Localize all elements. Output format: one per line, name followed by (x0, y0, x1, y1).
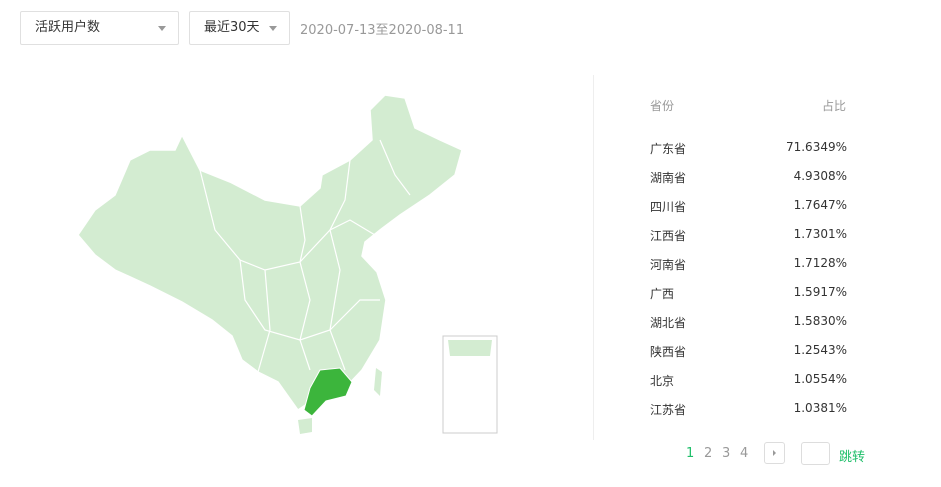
map-region-taiwan[interactable] (374, 368, 382, 396)
share-value: 1.7128% (793, 256, 847, 270)
province-name: 河南省 (650, 258, 687, 272)
province-name: 湖北省 (650, 316, 687, 330)
page-2[interactable]: 2 (704, 446, 713, 461)
share-value: 71.6349% (785, 140, 847, 154)
map-region-china[interactable] (77, 94, 463, 412)
page-1[interactable]: 1 (686, 446, 695, 461)
province-name: 江苏省 (650, 403, 687, 417)
province-name: 江西省 (650, 229, 687, 243)
divider (593, 75, 594, 440)
province-name: 北京 (650, 374, 675, 388)
jump-button[interactable]: 跳转 (839, 450, 866, 465)
share-value: 1.7647% (793, 198, 847, 212)
map-region-guangdong[interactable] (303, 367, 353, 417)
province-name: 广东省 (650, 142, 687, 156)
header-share: 占比 (822, 99, 847, 113)
caret-right-icon (773, 450, 776, 456)
period-value: 最近30天 (204, 20, 260, 35)
china-map (77, 94, 498, 434)
table-row: 陕西省 1.2543% (650, 343, 847, 360)
period-select[interactable]: 最近30天 (189, 11, 290, 45)
province-name: 广西 (650, 287, 675, 301)
table-row: 江苏省 1.0381% (650, 401, 847, 418)
chevron-down-icon (158, 26, 166, 31)
page-3[interactable]: 3 (722, 446, 731, 461)
metric-select[interactable]: 活跃用户数 (20, 11, 179, 45)
table-row: 江西省 1.7301% (650, 227, 847, 244)
share-value: 1.7301% (793, 227, 847, 241)
next-page-button[interactable] (764, 442, 785, 464)
chevron-down-icon (269, 26, 277, 31)
table-row: 河南省 1.7128% (650, 256, 847, 273)
table-row: 北京 1.0554% (650, 372, 847, 389)
map-region-hainan[interactable] (298, 418, 312, 434)
table-row: 广西 1.5917% (650, 285, 847, 302)
province-name: 湖南省 (650, 171, 687, 185)
table-row: 湖北省 1.5830% (650, 314, 847, 331)
share-value: 1.5830% (793, 314, 847, 328)
inset-land (448, 340, 492, 356)
table-row: 湖南省 4.9308% (650, 169, 847, 186)
share-value: 1.2543% (793, 343, 847, 357)
share-value: 4.9308% (793, 169, 847, 183)
province-borders (199, 139, 411, 373)
page-4[interactable]: 4 (740, 446, 749, 461)
header-province: 省份 (650, 99, 675, 113)
page-jump-input[interactable] (801, 442, 830, 465)
table-row: 广东省 71.6349% (650, 140, 847, 157)
table-row: 四川省 1.7647% (650, 198, 847, 215)
share-value: 1.0381% (793, 401, 847, 415)
share-value: 1.0554% (793, 372, 847, 386)
province-name: 陕西省 (650, 345, 687, 359)
province-name: 四川省 (650, 200, 687, 214)
date-range: 2020-07-13至2020-08-11 (300, 23, 465, 38)
south-china-sea-inset (442, 335, 498, 434)
metric-value: 活跃用户数 (35, 20, 101, 35)
share-value: 1.5917% (793, 285, 847, 299)
